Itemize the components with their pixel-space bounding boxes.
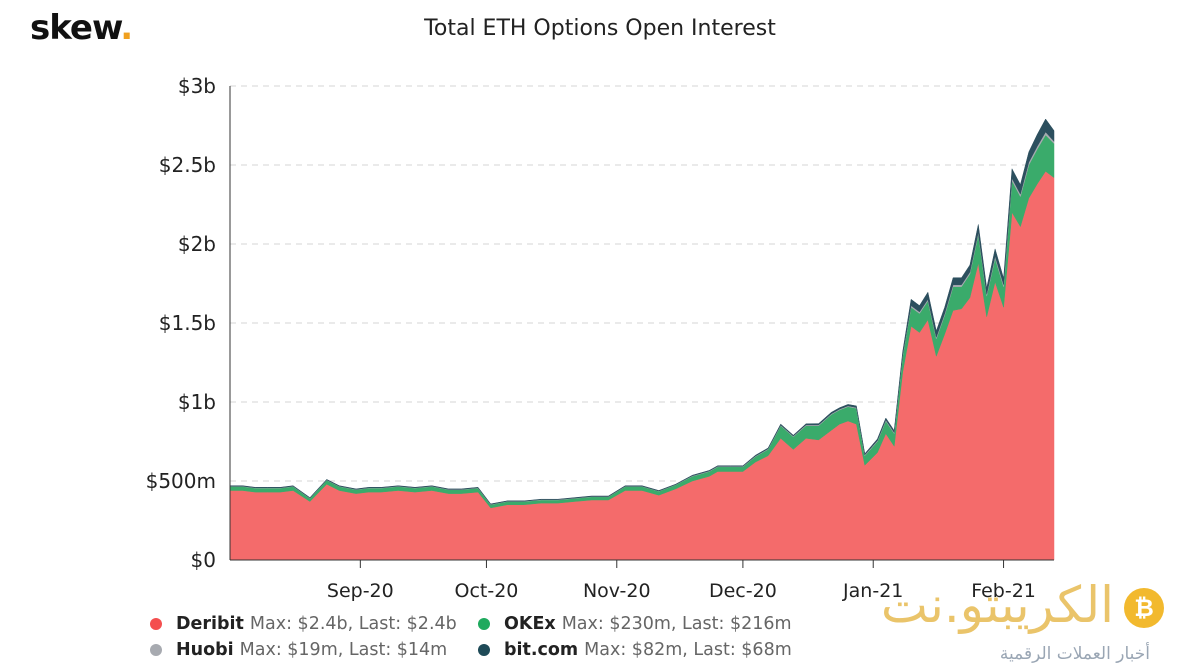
y-tick-label: $0 [191,548,216,572]
x-tick-label: Nov-20 [583,580,651,602]
x-tick-label: Feb-21 [971,580,1036,602]
x-tick-label: Oct-20 [455,580,519,602]
area-series-bit-com [229,118,1055,505]
brand-name: skew [30,8,121,48]
x-tick-label: Dec-20 [709,580,777,602]
x-tick-label: Sep-20 [327,580,394,602]
y-tick-label: $1.5b [159,311,216,335]
y-tick-label: $2.5b [159,153,216,177]
watermark-name: الكريبتو.نت [880,576,1114,634]
legend-item-huobi[interactable]: Huobi Max: $19m, Last: $14m [150,640,447,660]
bitcoin-coin-icon: ₿ [1124,588,1164,628]
legend-swatch-okex [478,618,490,630]
legend-swatch-huobi [150,644,162,656]
legend-series-stats: Max: $230m, Last: $216m [561,614,792,634]
chart-area: $0 $500m $1b $1.5b $2b $2.5b $3b Sep-20 Oct-20 No… [146,74,1055,602]
y-tick-label: $2b [178,232,216,256]
legend-series-stats: Max: $82m, Last: $68m [584,640,792,660]
legend-item-okex[interactable]: OKEx Max: $230m, Last: $216m [478,614,792,634]
watermark: ₿ الكريبتو.نت أخبار العملات الرقمية [872,576,1192,668]
legend-series-name: OKEx [504,614,556,634]
area-series-deribit [229,170,1055,561]
y-tick-label: $500m [146,469,216,493]
brand-dot: . [120,8,133,48]
legend-item-deribit[interactable]: Deribit Max: $2.4b, Last: $2.4b [150,614,457,634]
legend-swatch-bitcom [478,644,490,656]
watermark-tagline: أخبار العملات الرقمية [999,644,1150,664]
legend-series-stats: Max: $2.4b, Last: $2.4b [249,614,457,634]
legend-series-name: Deribit [176,614,244,634]
legend-item-bitcom[interactable]: bit.com Max: $82m, Last: $68m [478,640,792,660]
y-tick-label: $3b [178,74,216,98]
chart-title: Total ETH Options Open Interest [424,16,776,41]
legend-series-stats: Max: $19m, Last: $14m [239,640,448,660]
x-tick-label: Jan-21 [842,580,903,602]
legend-series-name: bit.com [504,640,579,660]
y-tick-label: $1b [178,390,216,414]
legend-series-name: Huobi [176,640,234,660]
legend-swatch-deribit [150,618,162,630]
brand-logo: skew. [30,8,133,48]
